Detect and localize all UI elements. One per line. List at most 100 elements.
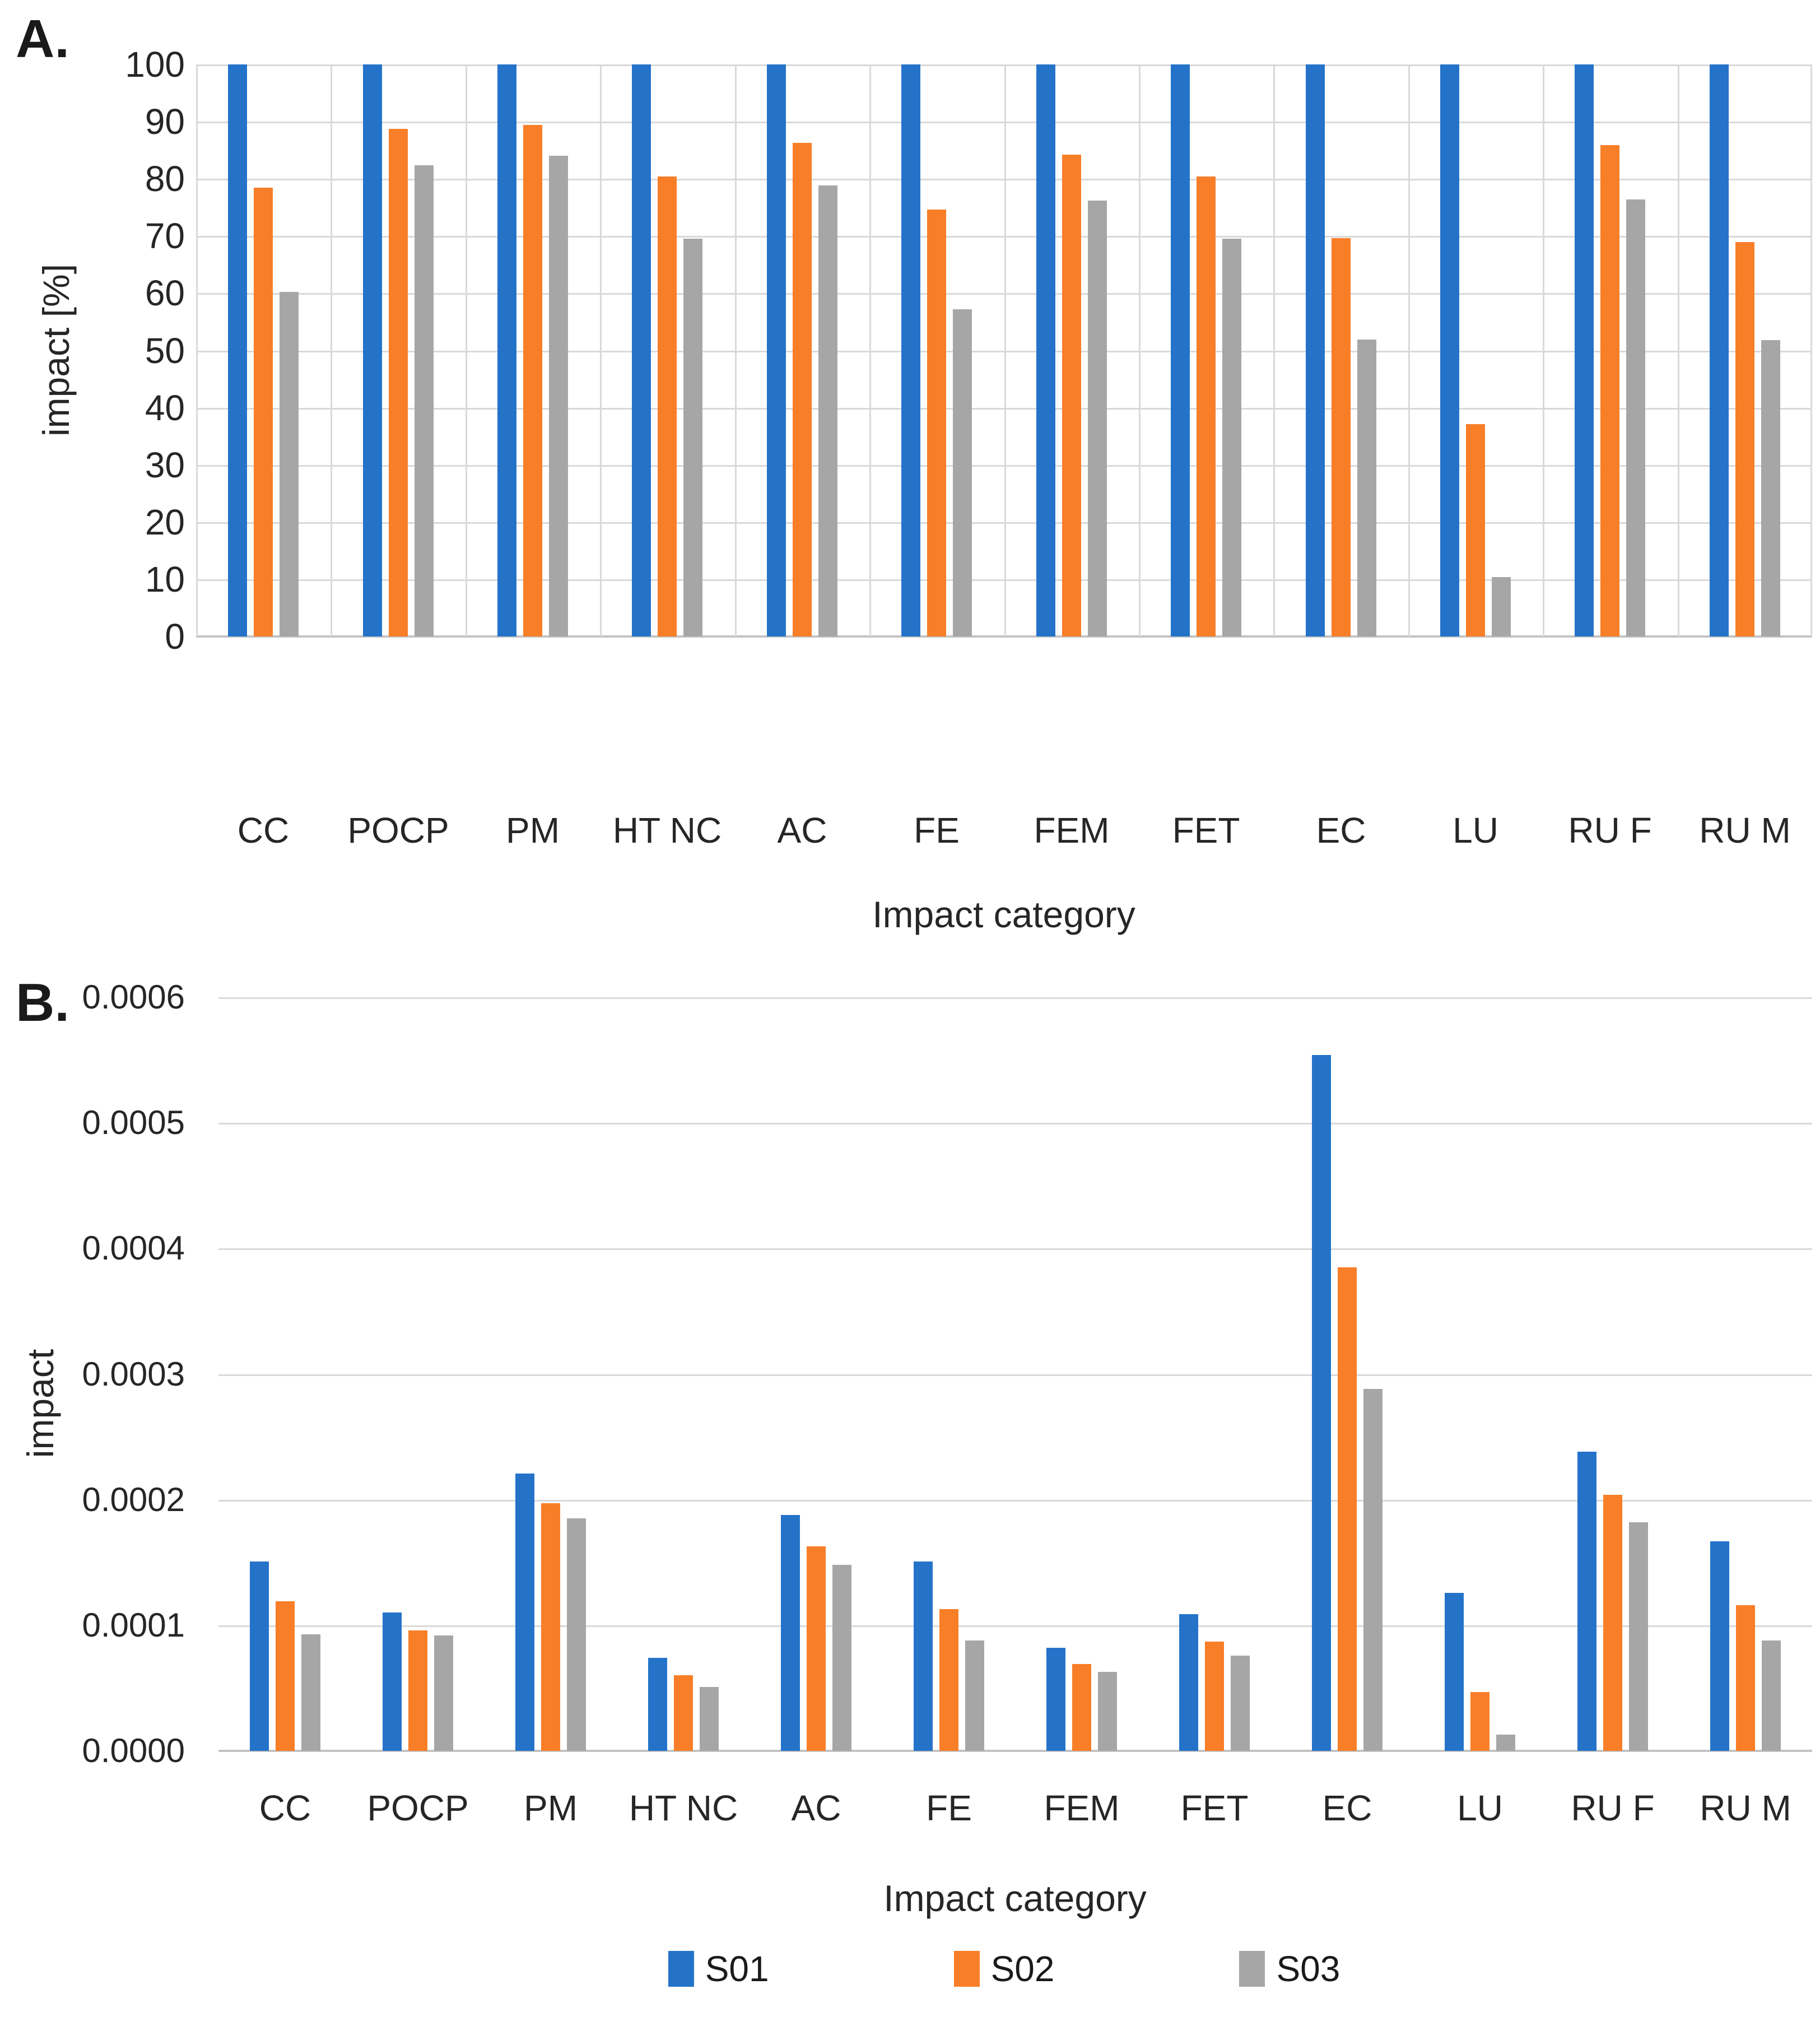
bar-s01-pocp-panel-a bbox=[363, 64, 382, 636]
panel-a-x-label-lu: LU bbox=[1453, 810, 1498, 851]
bar-s03-ht-nc-panel-b bbox=[700, 1687, 719, 1751]
panel-b-x-label-ht-nc: HT NC bbox=[629, 1788, 738, 1828]
bar-s02-ru-m-panel-b bbox=[1736, 1605, 1755, 1751]
bar-s02-pm-panel-a bbox=[523, 125, 542, 636]
panel-a-x-label-fe: FE bbox=[914, 810, 960, 851]
panel-a-gridline-v bbox=[331, 64, 332, 636]
bar-s02-fet-panel-b bbox=[1205, 1642, 1224, 1751]
bar-s02-ec-panel-a bbox=[1332, 238, 1351, 636]
panel-a-label: A. bbox=[16, 9, 69, 69]
bar-s01-ru-f-panel-b bbox=[1577, 1452, 1596, 1751]
panel-a-gridline-h bbox=[196, 293, 1812, 295]
panel-a-x-label-fet: FET bbox=[1172, 810, 1240, 851]
bar-s01-lu-panel-a bbox=[1440, 64, 1459, 636]
bar-s01-ru-m-panel-a bbox=[1710, 64, 1729, 636]
bar-s01-fet-panel-a bbox=[1171, 64, 1190, 636]
bar-s02-ru-f-panel-a bbox=[1600, 145, 1619, 636]
panel-b-x-label-fe: FE bbox=[926, 1788, 972, 1828]
panel-a-y-tick-90: 90 bbox=[145, 101, 185, 142]
panel-a-gridline-v bbox=[1139, 64, 1141, 636]
bar-s01-ac-panel-b bbox=[781, 1515, 800, 1751]
panel-b-x-axis-title: Impact category bbox=[883, 1877, 1147, 1919]
bar-s02-fe-panel-b bbox=[939, 1609, 958, 1751]
panel-a-x-label-ru-f: RU F bbox=[1568, 810, 1652, 851]
panel-a-x-label-cc: CC bbox=[237, 810, 290, 851]
panel-b-x-label-fet: FET bbox=[1180, 1788, 1249, 1828]
panel-a-gridline-v bbox=[1408, 64, 1410, 636]
bar-s03-fe-panel-b bbox=[965, 1640, 984, 1751]
panel-a-gridline-v bbox=[196, 64, 198, 636]
bar-s01-pm-panel-b bbox=[515, 1474, 534, 1751]
bar-s01-fe-panel-a bbox=[901, 64, 920, 636]
bar-s03-pm-panel-b bbox=[567, 1518, 586, 1751]
bar-s03-ru-m-panel-b bbox=[1762, 1640, 1781, 1751]
panel-b-x-label-ru-f: RU F bbox=[1571, 1788, 1655, 1828]
bar-s02-ru-m-panel-a bbox=[1735, 242, 1754, 636]
legend-marker-s03 bbox=[1239, 1951, 1265, 1987]
panel-b-gridline-h bbox=[218, 1625, 1812, 1627]
panel-b-x-label-cc: CC bbox=[259, 1788, 311, 1828]
bar-s01-ac-panel-a bbox=[767, 64, 786, 636]
panel-a-gridline-h bbox=[196, 408, 1812, 410]
bar-s03-fet-panel-b bbox=[1231, 1656, 1250, 1751]
panel-a-x-label-pm: PM bbox=[506, 810, 560, 851]
bar-s02-ac-panel-b bbox=[807, 1546, 826, 1751]
bar-s01-fem-panel-a bbox=[1036, 64, 1055, 636]
panel-a-gridline-h bbox=[196, 465, 1812, 467]
panel-a-x-label-ac: AC bbox=[777, 810, 827, 851]
legend-label-s01: S01 bbox=[705, 1949, 769, 1989]
panel-a-x-label-pocp: POCP bbox=[347, 810, 449, 851]
bar-s03-pocp-panel-a bbox=[415, 165, 434, 636]
bar-s01-fe-panel-b bbox=[914, 1561, 933, 1751]
panel-a-x-axis-title: Impact category bbox=[872, 894, 1135, 935]
panel-a-gridline-v bbox=[466, 64, 467, 636]
panel-a-gridline-v bbox=[869, 64, 871, 636]
panel-a-gridline-h bbox=[196, 351, 1812, 352]
panel-b-y-tick-0.0003: 0.0003 bbox=[82, 1355, 185, 1393]
bar-s03-ac-panel-b bbox=[832, 1565, 851, 1751]
bar-s03-pocp-panel-b bbox=[434, 1635, 453, 1751]
bar-s02-ht-nc-panel-b bbox=[674, 1675, 693, 1751]
bar-s03-fem-panel-a bbox=[1088, 201, 1107, 636]
bar-s02-fem-panel-b bbox=[1072, 1664, 1091, 1751]
bar-s03-ec-panel-a bbox=[1357, 340, 1376, 636]
legend-marker-s01 bbox=[668, 1951, 694, 1987]
panel-b-y-tick-0.0004: 0.0004 bbox=[82, 1229, 185, 1267]
panel-b-x-label-pm: PM bbox=[524, 1788, 578, 1828]
bar-s01-cc-panel-a bbox=[228, 64, 247, 636]
panel-b-y-tick-0.0006: 0.0006 bbox=[82, 978, 185, 1016]
legend-label-s02: S02 bbox=[990, 1949, 1055, 1989]
panel-a-gridline-h bbox=[196, 522, 1812, 524]
bar-s03-pm-panel-a bbox=[549, 156, 568, 636]
bar-s01-ht-nc-panel-a bbox=[632, 64, 651, 636]
panel-b-gridline-h bbox=[218, 1500, 1812, 1502]
bar-s03-ru-m-panel-a bbox=[1761, 340, 1780, 636]
bar-s03-cc-panel-a bbox=[280, 292, 299, 636]
panel-b-gridline-h bbox=[218, 997, 1812, 999]
bar-s02-ru-f-panel-b bbox=[1603, 1495, 1622, 1751]
panel-a-x-label-ru-m: RU M bbox=[1699, 810, 1791, 851]
panel-a-gridline-v bbox=[735, 64, 737, 636]
panel-b-label: B. bbox=[16, 973, 69, 1033]
bar-s03-fem-panel-b bbox=[1098, 1672, 1117, 1751]
legend-item-s03: S03 bbox=[1239, 1951, 1340, 1987]
bar-s01-cc-panel-b bbox=[250, 1561, 269, 1751]
bar-s02-pocp-panel-b bbox=[408, 1630, 427, 1751]
panel-b-x-label-pocp: POCP bbox=[367, 1788, 469, 1828]
panel-a-y-tick-70: 70 bbox=[145, 216, 185, 256]
panel-a-gridline-h bbox=[196, 579, 1812, 581]
panel-b-x-label-fem: FEM bbox=[1044, 1788, 1120, 1828]
bar-s01-ec-panel-a bbox=[1306, 64, 1325, 636]
bar-s01-ht-nc-panel-b bbox=[648, 1658, 667, 1751]
bar-s02-cc-panel-a bbox=[254, 188, 273, 636]
panel-a-gridline-v bbox=[1543, 64, 1544, 636]
panel-a-x-label-ec: EC bbox=[1316, 810, 1366, 851]
bar-s02-lu-panel-b bbox=[1470, 1692, 1489, 1751]
panel-a-y-tick-50: 50 bbox=[145, 331, 185, 371]
bar-s03-cc-panel-b bbox=[301, 1634, 320, 1751]
bar-s03-fet-panel-a bbox=[1222, 239, 1241, 636]
panel-a-y-tick-20: 20 bbox=[145, 502, 185, 542]
legend-marker-s02 bbox=[953, 1951, 980, 1987]
panel-b-x-label-lu: LU bbox=[1457, 1788, 1503, 1828]
